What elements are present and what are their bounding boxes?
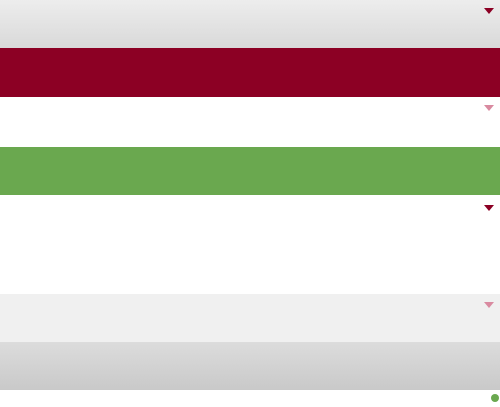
dropdown-row-3[interactable] (0, 195, 500, 294)
green-banner-row (0, 147, 500, 195)
chevron-down-icon[interactable] (484, 8, 494, 14)
gray-footer-row (0, 342, 500, 390)
chevron-down-icon[interactable] (484, 205, 494, 211)
dropdown-row-1[interactable] (0, 0, 500, 48)
dropdown-row-4[interactable] (0, 294, 500, 342)
chevron-down-icon[interactable] (484, 105, 494, 111)
chevron-down-icon[interactable] (484, 302, 494, 308)
status-dot-icon (491, 394, 499, 402)
dropdown-row-2[interactable] (0, 97, 500, 147)
crimson-banner-row (0, 48, 500, 97)
